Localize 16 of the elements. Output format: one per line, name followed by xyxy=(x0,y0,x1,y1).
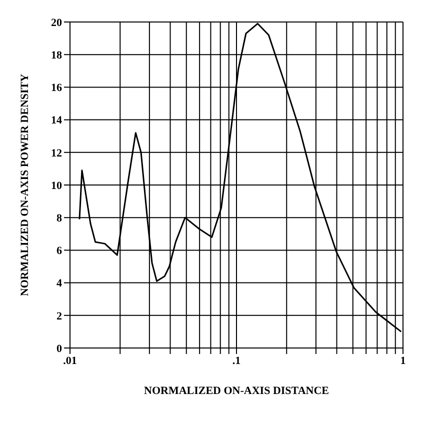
y-tick-label: 16 xyxy=(51,82,62,94)
y-tick-label: 0 xyxy=(56,342,62,355)
y-tick-label: 6 xyxy=(56,245,62,258)
y-tick-label: 2 xyxy=(56,310,62,322)
x-tick-label: .1 xyxy=(232,354,241,367)
x-axis-title: NORMALIZED ON-AXIS DISTANCE xyxy=(144,385,329,397)
y-tick-label: 14 xyxy=(51,114,62,127)
y-tick-label: 10 xyxy=(51,180,62,192)
y-tick-label: 20 xyxy=(51,16,62,29)
x-tick-label: .01 xyxy=(63,354,77,367)
y-tick-label: 8 xyxy=(56,212,62,225)
y-tick-label: 4 xyxy=(56,278,62,290)
y-tick-label: 18 xyxy=(51,50,62,62)
y-tick-label: 12 xyxy=(51,147,62,160)
x-tick-label: 1 xyxy=(400,354,406,367)
y-axis-title: NORMALIZED ON-AXIS POWER DENSITY xyxy=(18,74,31,296)
